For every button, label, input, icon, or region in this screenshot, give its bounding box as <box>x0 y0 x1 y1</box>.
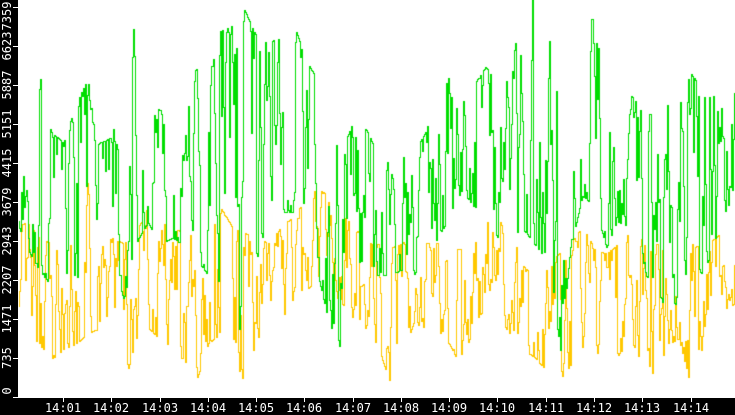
y-tick-label: 1471 <box>0 304 14 334</box>
y-tick-mark <box>13 280 18 281</box>
y-tick-label: 4415 <box>0 148 14 178</box>
x-tick-mark <box>497 398 498 402</box>
x-tick-mark <box>256 398 257 402</box>
x-tick-mark <box>594 398 595 402</box>
y-tick-label: 735 <box>0 347 14 369</box>
x-tick-label: 14:10 <box>478 401 516 415</box>
y-tick-label: 2943 <box>0 226 14 256</box>
x-tick-label: 14:13 <box>623 401 661 415</box>
y-tick-label: 5151 <box>0 109 14 139</box>
y-tick-label: 2207 <box>0 265 14 295</box>
y-tick-mark <box>13 46 18 47</box>
y-tick-label: 6623 <box>0 31 14 61</box>
y-tick-mark <box>13 319 18 320</box>
y-tick-mark <box>13 241 18 242</box>
x-tick-label: 14:02 <box>92 401 130 415</box>
x-tick-label: 14:09 <box>430 401 468 415</box>
y-tick-mark <box>13 7 18 8</box>
y-tick-mark <box>13 397 18 398</box>
y-tick-label: 3679 <box>0 187 14 217</box>
x-tick-label: 14:03 <box>141 401 179 415</box>
y-axis: 0 735 1471 2207 2943 3679 4415 5151 5887 6623 7359 <box>0 0 18 398</box>
x-tick-mark <box>449 398 450 402</box>
x-tick-mark <box>353 398 354 402</box>
y-tick-mark <box>13 85 18 86</box>
x-tick-label: 14:07 <box>334 401 372 415</box>
x-tick-label: 14:04 <box>189 401 227 415</box>
x-tick-mark <box>304 398 305 402</box>
y-tick-label: 5887 <box>0 70 14 100</box>
x-tick-mark <box>208 398 209 402</box>
y-tick-label: 0 <box>0 387 14 395</box>
x-axis: 14:01 14:02 14:03 14:04 14:05 14:06 14:07 14:08… <box>0 398 735 415</box>
x-tick-label: 14:05 <box>237 401 275 415</box>
x-tick-mark <box>111 398 112 402</box>
x-tick-label: 14:06 <box>285 401 323 415</box>
x-tick-label: 14:08 <box>382 401 420 415</box>
x-tick-label: 14:14 <box>672 401 710 415</box>
y-tick-mark <box>13 163 18 164</box>
x-tick-label: 14:11 <box>527 401 565 415</box>
plot-area <box>18 0 735 398</box>
x-tick-mark <box>160 398 161 402</box>
x-tick-mark <box>546 398 547 402</box>
x-tick-mark <box>642 398 643 402</box>
x-tick-label: 14:01 <box>44 401 82 415</box>
y-tick-mark <box>13 202 18 203</box>
x-tick-mark <box>401 398 402 402</box>
y-tick-mark <box>13 358 18 359</box>
y-tick-mark <box>13 124 18 125</box>
x-tick-label: 14:12 <box>575 401 613 415</box>
y-tick-label: 7359 <box>0 1 14 31</box>
x-tick-mark <box>691 398 692 402</box>
x-tick-mark <box>63 398 64 402</box>
